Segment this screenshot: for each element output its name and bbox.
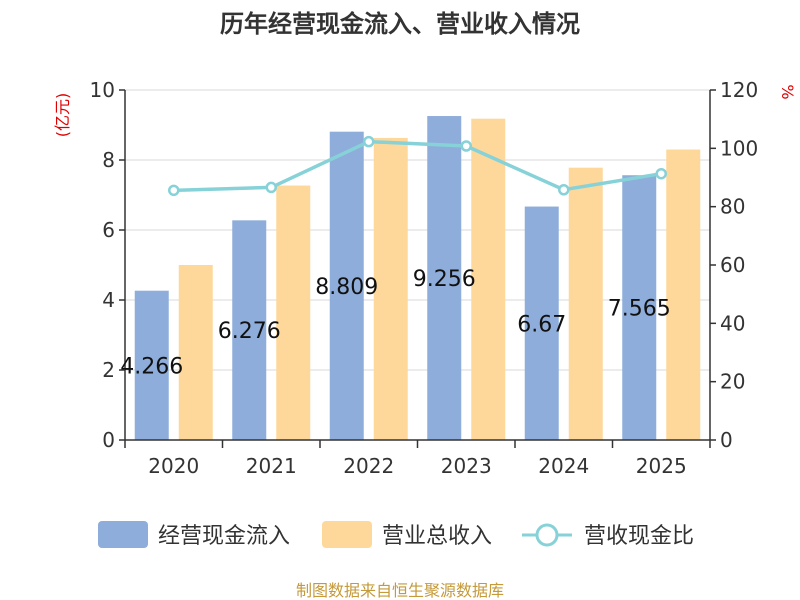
right-tick-label: 20 [720, 370, 745, 394]
bar-cashflow [427, 116, 462, 440]
bar-value-label: 9.256 [413, 267, 476, 292]
legend-swatch-revenue [322, 521, 372, 548]
bar-value-label: 4.266 [120, 354, 183, 379]
left-tick-label: 6 [102, 218, 115, 242]
bar-revenue [373, 137, 408, 440]
left-axis-unit: (亿元) [53, 93, 72, 138]
x-tick-label: 2022 [343, 454, 394, 478]
left-tick-label: 4 [102, 288, 115, 312]
bar-revenue [471, 118, 506, 440]
ratio-point [363, 135, 375, 148]
ratio-point [460, 140, 472, 152]
ratio-point [655, 167, 667, 180]
bar-value-label: 6.67 [517, 312, 566, 337]
bars [134, 116, 701, 440]
x-tick-label: 2020 [148, 454, 199, 478]
bar-cashflow [232, 220, 267, 440]
legend-marker-ratio [535, 523, 559, 547]
bar-cashflow [524, 206, 559, 440]
left-tick-label: 10 [90, 78, 115, 102]
legend: 经营现金流入 营业总收入 营收现金比 [98, 521, 694, 549]
source-note: 制图数据来自恒生聚源数据库 [296, 581, 504, 600]
chart-title: 历年经营现金流入、营业收入情况 [220, 10, 580, 38]
right-axis-unit: % [778, 84, 797, 99]
ratio-point [265, 181, 277, 194]
legend-label-cashflow: 经营现金流入 [158, 524, 290, 549]
x-tick-label: 2024 [538, 454, 589, 478]
right-tick-label: 0 [720, 428, 733, 452]
legend-label-ratio: 营收现金比 [584, 524, 694, 549]
left-tick-label: 8 [102, 148, 115, 172]
right-tick-label: 100 [720, 136, 758, 160]
right-tick-label: 80 [720, 195, 745, 219]
bar-cashflow [329, 131, 364, 440]
left-tick-label: 0 [102, 428, 115, 452]
bar-value-label: 7.565 [608, 297, 671, 322]
grid [125, 89, 710, 371]
ratio-polyline [173, 139, 662, 193]
bar-value-label: 6.276 [218, 319, 281, 344]
bar-revenue [276, 185, 311, 440]
data-labels: 4.266 6.276 8.809 9.256 6.67 7.565 [120, 267, 670, 379]
x-tick-label: 2023 [441, 454, 492, 478]
legend-swatch-cashflow [98, 521, 148, 548]
right-tick-label: 60 [720, 253, 745, 277]
right-tick-label: 40 [720, 311, 745, 335]
bar-value-label: 8.809 [315, 275, 378, 300]
ratio-point [558, 184, 570, 196]
left-tick-label: 2 [102, 358, 115, 382]
bar-revenue [666, 149, 701, 440]
bar-revenue [178, 265, 213, 440]
bar-cashflow [622, 175, 657, 440]
legend-label-revenue: 营业总收入 [382, 524, 492, 549]
right-tick-label: 120 [720, 78, 758, 102]
ratio-line [168, 135, 667, 197]
bar-revenue [568, 167, 603, 440]
x-tick-label: 2025 [636, 454, 687, 478]
x-tick-label: 2021 [246, 454, 297, 478]
bar-cashflow [134, 290, 169, 440]
ratio-point [168, 184, 180, 197]
